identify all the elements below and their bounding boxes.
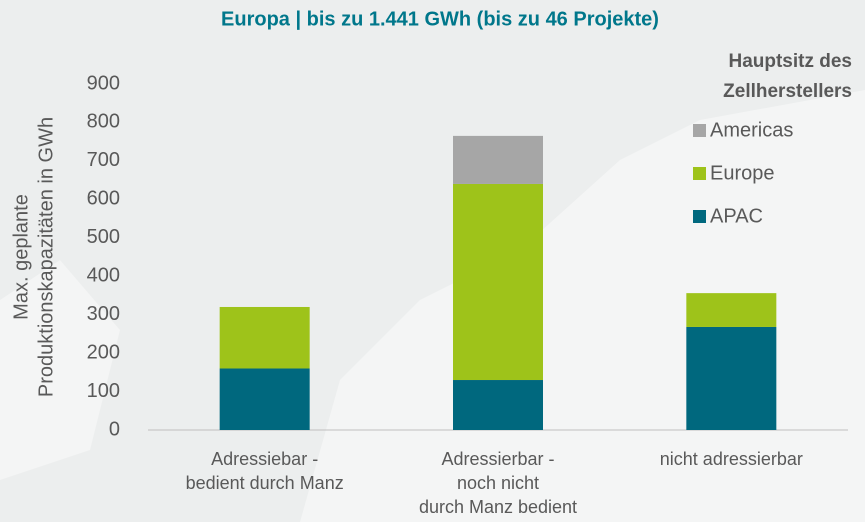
y-tick-label: 500 xyxy=(87,226,120,248)
bar-segment xyxy=(686,326,777,430)
y-tick-label: 900 xyxy=(87,72,120,94)
chart-title: Europa | bis zu 1.441 GWh (bis zu 46 Pro… xyxy=(221,8,659,30)
y-tick-label: 800 xyxy=(87,111,120,133)
y-axis-label: Max. geplante Produktionskapazitäten in … xyxy=(10,117,57,397)
legend-label: APAC xyxy=(710,205,763,227)
legend-swatch xyxy=(693,124,706,137)
y-tick-label: 400 xyxy=(87,265,120,287)
y-tick-label: 100 xyxy=(87,380,120,402)
x-tick-label: Adressierbar - xyxy=(441,449,554,469)
y-tick-label: 200 xyxy=(87,341,120,363)
x-tick-label: Adressiebar - xyxy=(211,449,318,469)
y-tick-label: 600 xyxy=(87,188,120,210)
x-tick-label: bedient durch Manz xyxy=(186,473,344,493)
y-tick-label: 700 xyxy=(87,149,120,171)
y-axis-label-line: Produktionskapazitäten in GWh xyxy=(35,117,57,397)
x-tick-label: nicht adressierbar xyxy=(660,449,803,469)
x-tick-label: noch nicht xyxy=(457,473,539,493)
y-axis-label-line: Max. geplante xyxy=(10,194,32,320)
bar-segment xyxy=(453,380,543,430)
bar-segment xyxy=(219,306,310,369)
x-tick-label: durch Manz bedient xyxy=(419,497,577,517)
y-tick-label: 0 xyxy=(109,418,120,440)
legend-title: Zellherstellers xyxy=(723,81,852,102)
legend-label: Americas xyxy=(710,119,793,141)
legend-label: Europe xyxy=(710,162,775,184)
bar-segment xyxy=(453,135,543,184)
bar-segment xyxy=(686,293,777,327)
legend-title: Hauptsitz des xyxy=(728,51,852,72)
legend-swatch xyxy=(693,167,706,180)
bar-segment xyxy=(219,368,310,430)
map-background xyxy=(0,260,120,480)
legend-swatch xyxy=(693,210,706,223)
bar-segment xyxy=(453,183,543,381)
y-tick-label: 300 xyxy=(87,303,120,325)
